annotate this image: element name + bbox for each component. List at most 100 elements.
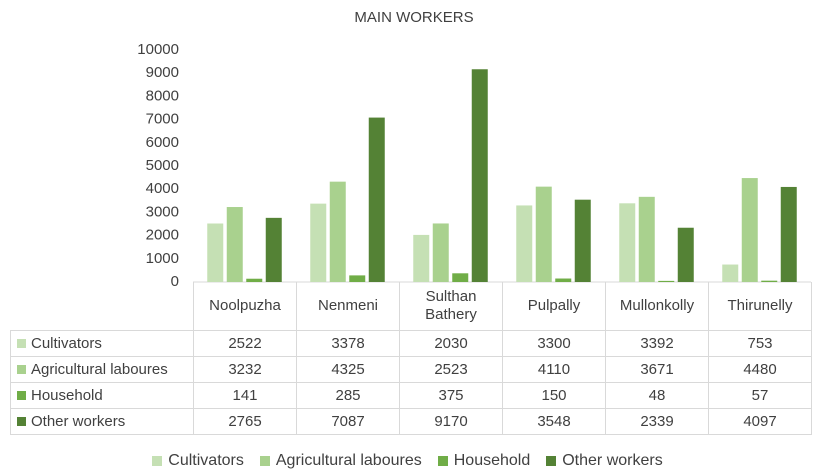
legend-item: Household [437, 452, 531, 470]
table-value: 48 [605, 382, 709, 409]
bar [310, 203, 327, 282]
legend-item: Other workers [546, 452, 663, 470]
legend-key [17, 365, 26, 374]
bar [722, 264, 739, 282]
bar [413, 234, 430, 282]
table-value: 7087 [296, 408, 400, 435]
legend-key [17, 391, 26, 400]
bar [638, 196, 655, 282]
bar [471, 69, 488, 282]
table-value: 57 [708, 382, 812, 409]
table-value: 2765 [193, 408, 297, 435]
legend-item: Agricultural laboures [259, 452, 422, 470]
table-value: 3548 [502, 408, 606, 435]
y-tick-label: 7000 [146, 111, 179, 128]
bar [619, 203, 636, 282]
table-value: 141 [193, 382, 297, 409]
x-tick-label: Thirunelly [708, 282, 812, 331]
table-value: 2522 [193, 330, 297, 357]
x-tick-label: Pulpally [502, 282, 606, 331]
legend-key [437, 456, 448, 466]
table-value: 9170 [399, 408, 503, 435]
x-tick-label: Noolpuzha [193, 282, 297, 331]
y-tick-label: 4000 [146, 180, 179, 197]
y-tick-label: 6000 [146, 134, 179, 151]
bar [246, 278, 263, 282]
bar [349, 275, 366, 282]
table-value: 3392 [605, 330, 709, 357]
table-value: 4110 [502, 356, 606, 383]
row-label: Agricultural laboures [31, 361, 168, 378]
x-tick-label: Mullonkolly [605, 282, 709, 331]
row-header: Cultivators [10, 330, 194, 357]
table-value: 150 [502, 382, 606, 409]
x-tick-label: Nenmeni [296, 282, 400, 331]
table-value: 2523 [399, 356, 503, 383]
bar [574, 199, 591, 282]
legend-key [152, 456, 163, 466]
y-tick-label: 2000 [146, 227, 179, 244]
legend: Cultivators Agricultural laboures Househol… [0, 452, 815, 470]
table-value: 4325 [296, 356, 400, 383]
bar [535, 186, 552, 282]
blank-cell [11, 282, 194, 331]
bar [207, 223, 224, 282]
bar [432, 223, 449, 282]
bar [329, 181, 346, 282]
bar [741, 178, 758, 282]
y-tick-label: 1000 [146, 250, 179, 267]
bar [452, 273, 469, 282]
legend-key [17, 417, 26, 426]
y-tick-label: 3000 [146, 203, 179, 220]
legend-key [17, 339, 26, 348]
table-value: 2030 [399, 330, 503, 357]
row-header: Other workers [10, 408, 194, 435]
table-value: 4097 [708, 408, 812, 435]
legend-label: Household [453, 452, 531, 469]
table-value: 3378 [296, 330, 400, 357]
table-value: 375 [399, 382, 503, 409]
bar [761, 280, 778, 282]
legend-label: Agricultural laboures [275, 452, 422, 469]
y-tick-label: 9000 [146, 64, 179, 81]
table-row: Agricultural laboures 3232 4325 2523 4110 367… [10, 356, 812, 383]
x-tick-label: Sulthan Bathery [399, 282, 503, 331]
y-tick-label: 8000 [146, 87, 179, 104]
chart-title: MAIN WORKERS [354, 9, 473, 26]
row-label: Cultivators [31, 335, 102, 352]
table-value: 285 [296, 382, 400, 409]
row-label: Other workers [31, 413, 126, 430]
bar [677, 227, 694, 282]
row-header: Household [10, 382, 194, 409]
table-row: Other workers 2765 7087 9170 3548 2339 4097 [10, 408, 812, 435]
table-value: 2339 [605, 408, 709, 435]
legend-label: Other workers [562, 452, 663, 469]
table-row: Household 141 285 375 150 48 57 [10, 382, 812, 409]
table-value: 3671 [605, 356, 709, 383]
legend-key [259, 456, 270, 466]
legend-key [546, 456, 557, 466]
legend-item: Cultivators [152, 452, 244, 470]
y-tick-label: 5000 [146, 157, 179, 174]
bar [658, 280, 675, 282]
bar [265, 217, 282, 282]
table-value: 3232 [193, 356, 297, 383]
bar [516, 205, 533, 282]
table-value: 4480 [708, 356, 812, 383]
bar [555, 278, 572, 282]
data-table: Noolpuzha Nenmeni Sulthan Bathery Pulpally M… [10, 282, 812, 435]
table-row: Cultivators 2522 3378 2030 3300 3392 753 [10, 330, 812, 357]
row-label: Household [31, 387, 103, 404]
y-tick-label: 0 [171, 273, 179, 290]
bar [368, 117, 385, 282]
bar [226, 207, 243, 282]
bar [780, 186, 797, 282]
row-header: Agricultural laboures [10, 356, 194, 383]
table-value: 753 [708, 330, 812, 357]
y-tick-label: 10000 [137, 41, 179, 58]
header-row: Noolpuzha Nenmeni Sulthan Bathery Pulpally M… [11, 282, 812, 331]
table-value: 3300 [502, 330, 606, 357]
legend-label: Cultivators [168, 452, 244, 469]
